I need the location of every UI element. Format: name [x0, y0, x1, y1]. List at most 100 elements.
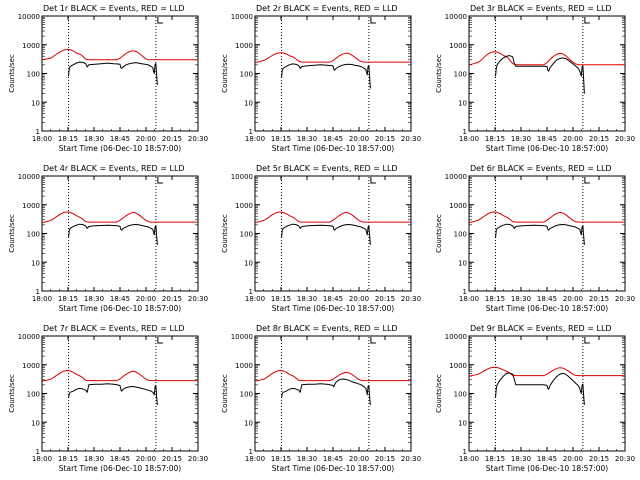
x-tick-label: 20:15 [589, 295, 609, 303]
y-tick-label: 1000 [22, 362, 40, 370]
x-axis-label: Start Time (06-Dec-10 18:57:00) [486, 464, 608, 473]
l-marker-glyph [584, 337, 590, 344]
y-tick-label: 1 [463, 128, 467, 136]
x-axis-label: Start Time (06-Dec-10 18:57:00) [272, 144, 394, 153]
y-tick-label: 100 [240, 71, 253, 79]
chart-panel-8: Det 8r BLACK = Events, RED = LLD 1 10 100 10… [221, 324, 421, 473]
x-tick-label: 20:00 [136, 295, 156, 303]
y-tick-label: 1000 [22, 202, 40, 210]
x-tick-label: 20:15 [162, 455, 182, 463]
y-tick-label: 10000 [231, 333, 253, 341]
y-tick-label: 1000 [449, 362, 467, 370]
y-tick-label: 10000 [445, 13, 467, 21]
chart-panel-6: Det 6r BLACK = Events, RED = LLD 1 10 100 10… [435, 164, 635, 313]
x-axis-label: Start Time (06-Dec-10 18:57:00) [486, 304, 608, 313]
x-tick-label: 20:30 [401, 295, 421, 303]
series-line-lld [254, 211, 411, 224]
y-tick-label: 10000 [18, 333, 40, 341]
chart-panel-5: Det 5r BLACK = Events, RED = LLD 1 10 100 10… [221, 164, 421, 313]
series-line-events [495, 55, 585, 94]
x-tick-label: 18:30 [297, 135, 317, 143]
x-tick-label: 18:00 [32, 455, 52, 463]
series-line-lld [41, 211, 198, 224]
y-axis-label: Counts/sec [435, 214, 443, 253]
x-tick-label: 18:00 [32, 295, 52, 303]
x-tick-label: 18:15 [58, 135, 78, 143]
y-tick-label: 100 [27, 231, 40, 239]
y-tick-label: 10 [31, 259, 40, 267]
x-tick-label: 20:15 [162, 135, 182, 143]
x-tick-label: 20:15 [375, 295, 395, 303]
x-axis-label: Start Time (06-Dec-10 18:57:00) [486, 144, 608, 153]
x-tick-label: 20:00 [136, 455, 156, 463]
x-tick-label: 18:45 [323, 455, 343, 463]
y-axis-label: Counts/sec [221, 374, 229, 413]
x-axis-label: Start Time (06-Dec-10 18:57:00) [59, 304, 181, 313]
chart-title: Det 1r BLACK = Events, RED = LLD [43, 4, 185, 13]
series-line-events [495, 372, 585, 405]
x-tick-label: 18:30 [297, 295, 317, 303]
series-line-lld [254, 370, 411, 382]
x-tick-label: 20:00 [136, 135, 156, 143]
y-tick-label: 1 [249, 128, 253, 136]
x-tick-label: 18:45 [537, 455, 557, 463]
y-tick-label: 10 [458, 259, 467, 267]
series-line-events [281, 223, 371, 245]
l-marker-glyph [157, 337, 163, 344]
series-line-lld [468, 51, 625, 66]
y-tick-label: 1 [249, 288, 253, 296]
y-tick-label: 10 [458, 419, 467, 427]
x-tick-label: 20:00 [563, 295, 583, 303]
x-tick-label: 20:00 [563, 455, 583, 463]
y-tick-label: 1 [463, 448, 467, 456]
y-tick-label: 100 [454, 71, 467, 79]
y-tick-label: 10000 [18, 13, 40, 21]
x-axis-label: Start Time (06-Dec-10 18:57:00) [59, 144, 181, 153]
x-axis-label: Start Time (06-Dec-10 18:57:00) [59, 464, 181, 473]
x-tick-label: 20:00 [563, 135, 583, 143]
y-tick-label: 1000 [235, 362, 253, 370]
chart-title: Det 4r BLACK = Events, RED = LLD [43, 164, 185, 173]
x-tick-label: 18:15 [271, 455, 291, 463]
x-tick-label: 20:30 [615, 295, 635, 303]
y-tick-label: 10000 [18, 173, 40, 181]
y-tick-label: 100 [240, 391, 253, 399]
x-tick-label: 20:30 [188, 455, 208, 463]
series-line-events [68, 223, 158, 245]
series-line-events [495, 223, 585, 245]
x-tick-label: 20:30 [401, 455, 421, 463]
chart-panel-2: Det 2r BLACK = Events, RED = LLD 1 10 100 10… [221, 4, 421, 153]
y-tick-label: 10000 [231, 13, 253, 21]
y-axis-label: Counts/sec [8, 54, 16, 93]
x-tick-label: 20:00 [349, 135, 369, 143]
x-tick-label: 18:30 [297, 455, 317, 463]
x-tick-label: 18:45 [110, 295, 130, 303]
y-tick-label: 1 [36, 448, 40, 456]
x-tick-label: 18:15 [485, 135, 505, 143]
l-marker-glyph [584, 177, 590, 184]
x-tick-label: 18:30 [84, 295, 104, 303]
l-marker-glyph [370, 17, 376, 24]
x-tick-label: 20:15 [589, 135, 609, 143]
y-tick-label: 1000 [449, 42, 467, 50]
x-tick-label: 20:15 [589, 455, 609, 463]
x-tick-label: 20:15 [162, 295, 182, 303]
x-tick-label: 18:00 [459, 455, 479, 463]
x-tick-label: 20:15 [375, 135, 395, 143]
x-tick-label: 20:30 [615, 135, 635, 143]
chart-title: Det 8r BLACK = Events, RED = LLD [256, 324, 398, 333]
chart-title: Det 7r BLACK = Events, RED = LLD [43, 324, 185, 333]
x-tick-label: 18:15 [485, 455, 505, 463]
y-tick-label: 10 [244, 99, 253, 107]
x-tick-label: 20:00 [349, 295, 369, 303]
chart-panel-9: Det 9r BLACK = Events, RED = LLD 1 10 100 10… [435, 324, 635, 473]
x-tick-label: 18:45 [537, 135, 557, 143]
y-tick-label: 10 [31, 99, 40, 107]
x-tick-label: 18:00 [32, 135, 52, 143]
series-line-events [68, 383, 158, 405]
x-tick-label: 18:15 [58, 295, 78, 303]
y-tick-label: 10000 [445, 173, 467, 181]
x-tick-label: 18:45 [323, 135, 343, 143]
